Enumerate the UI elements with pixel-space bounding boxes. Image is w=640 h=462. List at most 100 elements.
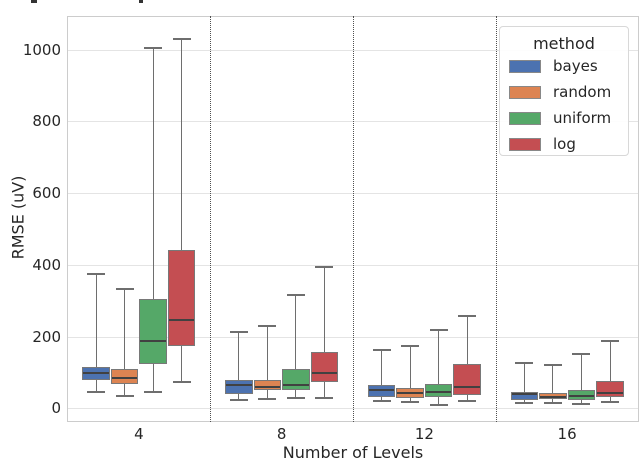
whisker-cap-max-log-16 [601, 340, 619, 343]
median-uniform-12 [425, 390, 452, 393]
box-bayes-8 [225, 379, 253, 394]
median-random-12 [397, 391, 423, 394]
legend-item-log: log [509, 137, 628, 152]
box-uniform-12 [424, 383, 453, 398]
whisker-upper-uniform-12 [438, 329, 440, 384]
whisker-lower-bayes-8 [238, 393, 240, 400]
median-bayes-12 [368, 389, 395, 392]
box-log-12 [453, 363, 481, 395]
y-tick-label: 600 [32, 184, 61, 202]
whisker-upper-random-12 [409, 346, 411, 388]
whisker-lower-log-12 [466, 394, 468, 402]
whisker-lower-log-4 [181, 346, 183, 383]
whisker-cap-max-random-12 [401, 345, 420, 348]
median-uniform-8 [283, 383, 309, 386]
y-tick-label: 1000 [22, 40, 61, 59]
box-log-8 [310, 352, 339, 383]
box-random-4 [110, 369, 139, 384]
whisker-cap-max-bayes-16 [515, 361, 534, 364]
whisker-cap-min-uniform-12 [429, 403, 448, 406]
whisker-upper-log-4 [181, 38, 183, 251]
legend-item-bayes: bayes [509, 59, 628, 74]
legend-item-uniform: uniform [509, 111, 628, 126]
whisker-cap-min-random-16 [543, 402, 562, 404]
whisker-lower-random-8 [266, 390, 268, 399]
legend-label-uniform: uniform [553, 109, 612, 127]
whisker-lower-random-16 [552, 399, 554, 403]
legend-title: method [533, 34, 595, 53]
whisker-upper-uniform-4 [152, 47, 154, 300]
whisker-cap-max-uniform-8 [286, 294, 305, 297]
median-log-4 [168, 318, 195, 321]
whisker-cap-max-uniform-16 [572, 352, 591, 355]
whisker-lower-uniform-8 [295, 390, 297, 398]
x-tick-label: 12 [414, 425, 434, 443]
whisker-upper-bayes-8 [238, 331, 240, 380]
legend-label-bayes: bayes [553, 57, 598, 75]
whisker-cap-min-log-16 [601, 401, 619, 404]
median-log-16 [597, 391, 623, 394]
whisker-lower-bayes-12 [381, 397, 383, 402]
whisker-lower-bayes-16 [523, 399, 525, 403]
group-separator [353, 16, 354, 422]
median-bayes-4 [83, 371, 109, 374]
cropped-title-fragment [139, 0, 143, 3]
whisker-lower-uniform-16 [580, 399, 582, 405]
whisker-upper-uniform-16 [580, 353, 582, 390]
whisker-lower-uniform-12 [438, 397, 440, 405]
whisker-cap-max-uniform-12 [429, 328, 448, 331]
whisker-upper-log-8 [323, 267, 325, 353]
whisker-upper-random-16 [552, 365, 554, 393]
whisker-cap-max-log-12 [458, 314, 477, 317]
whisker-cap-max-uniform-4 [144, 46, 163, 49]
whisker-cap-max-bayes-8 [229, 330, 248, 333]
whisker-upper-bayes-16 [523, 362, 525, 392]
whisker-upper-uniform-8 [295, 295, 297, 369]
group-separator [495, 16, 497, 422]
whisker-cap-min-bayes-16 [515, 402, 534, 404]
x-tick-label: 16 [557, 425, 577, 443]
whisker-cap-max-random-16 [543, 364, 562, 367]
y-tick-label: 200 [32, 327, 61, 346]
whisker-upper-log-12 [466, 315, 468, 364]
box-random-8 [253, 380, 282, 391]
whisker-lower-uniform-4 [152, 363, 154, 392]
legend-swatch-random [509, 86, 541, 99]
whisker-cap-max-log-8 [315, 266, 334, 269]
whisker-upper-bayes-12 [381, 349, 383, 386]
y-tick-label: 800 [32, 112, 61, 131]
x-tick-label: 8 [276, 425, 287, 443]
legend: method bayes random uniform log [499, 26, 629, 156]
median-uniform-4 [140, 340, 166, 343]
y-tick-label: 0 [51, 399, 61, 418]
whisker-cap-min-log-8 [315, 397, 334, 399]
x-axis-label: Number of Levels [282, 443, 424, 462]
cropped-title-fragment [31, 0, 37, 3]
median-log-12 [454, 386, 480, 389]
whisker-lower-random-4 [124, 383, 126, 397]
median-log-8 [311, 371, 338, 374]
whisker-cap-min-random-12 [401, 401, 420, 404]
x-tick-label: 4 [134, 425, 144, 443]
whisker-lower-log-8 [323, 382, 325, 398]
legend-label-random: random [553, 83, 612, 101]
whisker-cap-min-log-12 [458, 400, 477, 403]
whisker-upper-log-16 [609, 341, 611, 382]
box-log-16 [596, 381, 624, 398]
legend-swatch-bayes [509, 60, 541, 73]
whisker-cap-min-bayes-8 [229, 398, 248, 401]
whisker-cap-min-uniform-8 [286, 396, 305, 399]
box-uniform-8 [282, 368, 310, 391]
whisker-cap-min-log-4 [172, 381, 191, 384]
median-bayes-8 [226, 384, 252, 387]
legend-items: bayes random uniform log [500, 59, 628, 152]
y-axis-label: RMSE (uV) [8, 175, 28, 260]
whisker-cap-min-random-8 [258, 397, 277, 400]
whisker-cap-min-uniform-16 [572, 403, 591, 406]
whisker-lower-bayes-4 [95, 380, 97, 392]
whisker-cap-max-bayes-4 [87, 273, 105, 276]
whisker-upper-random-8 [266, 325, 268, 381]
whisker-cap-max-random-4 [115, 287, 134, 290]
whisker-lower-random-12 [409, 398, 411, 403]
legend-item-random: random [509, 85, 628, 100]
